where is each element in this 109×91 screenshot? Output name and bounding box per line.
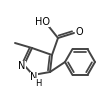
Text: O: O	[75, 27, 83, 37]
Text: HO: HO	[35, 17, 49, 27]
Text: H: H	[35, 79, 41, 88]
Text: N: N	[18, 61, 26, 71]
Text: N: N	[30, 72, 38, 82]
